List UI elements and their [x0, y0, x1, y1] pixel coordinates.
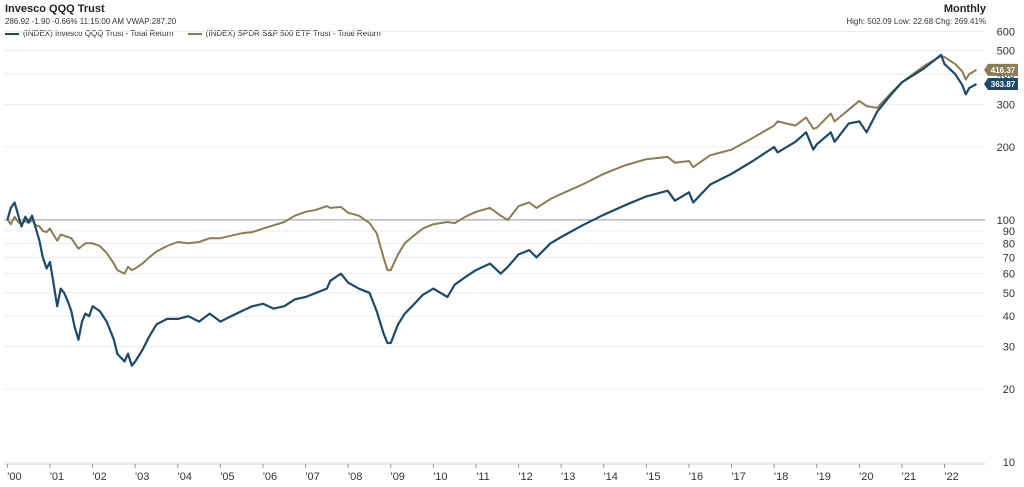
y-tick-label: 70 [1003, 252, 1015, 264]
legend-label-qqq: (INDEX) Invesco QQQ Trust - Total Return [23, 29, 174, 38]
y-tick-label: 90 [1003, 226, 1015, 238]
x-tick-label: '02 [92, 471, 106, 483]
series-line-qqq [6, 53, 978, 367]
legend-label-spy: (INDEX) SPDR S&P 500 ETF Trust - Total R… [205, 29, 381, 38]
x-tick-label: '15 [646, 471, 660, 483]
legend-item-spy[interactable]: (INDEX) SPDR S&P 500 ETF Trust - Total R… [187, 29, 381, 38]
end-label-bg [984, 63, 1018, 76]
y-tick-label: 20 [1003, 384, 1015, 396]
x-tick-label: '01 [50, 471, 64, 483]
x-tick-label: '22 [944, 471, 958, 483]
y-tick-label: 80 [1003, 238, 1015, 250]
x-tick-label: '20 [859, 471, 873, 483]
y-tick-label: 600 [997, 26, 1015, 38]
x-tick-label: '18 [774, 471, 788, 483]
legend-item-qqq[interactable]: (INDEX) Invesco QQQ Trust - Total Return [5, 29, 174, 38]
y-tick-label: 40 [1003, 311, 1015, 323]
x-tick-label: '14 [604, 471, 618, 483]
x-tick-label: '17 [731, 471, 745, 483]
x-tick-label: '06 [263, 471, 277, 483]
x-tick-label: '21 [902, 471, 916, 483]
end-label-spy: 416.37 [984, 63, 1018, 76]
x-tick-label: '00 [7, 471, 21, 483]
y-tick-label: 100 [997, 215, 1015, 227]
x-tick-label: '12 [518, 471, 532, 483]
x-tick-label: '16 [689, 471, 703, 483]
legend-swatch-spy [187, 32, 202, 35]
y-tick-label: 30 [1003, 341, 1015, 353]
legend: (INDEX) Invesco QQQ Trust - Total Return… [5, 29, 381, 38]
y-tick-label: 10 [1003, 457, 1015, 469]
x-tick-label: '19 [817, 471, 831, 483]
frequency-label[interactable]: Monthly [943, 3, 986, 15]
end-label-text: 416.37 [991, 66, 1016, 75]
x-tick-label: '04 [178, 471, 192, 483]
end-label-qqq: 363.87 [984, 78, 1018, 91]
x-tick-label: '08 [348, 471, 362, 483]
x-tick-label: '07 [305, 471, 319, 483]
y-tick-label: 500 [997, 46, 1015, 58]
y-tick-label: 300 [997, 99, 1015, 111]
series-line-spy [6, 55, 977, 275]
x-tick-label: '03 [135, 471, 149, 483]
y-tick-label: 50 [1003, 288, 1015, 300]
end-label-text: 363.87 [991, 80, 1016, 89]
x-tick-label: '13 [561, 471, 575, 483]
y-tick-label: 60 [1003, 269, 1015, 281]
quote-line: 286.92 -1.90 -0.66% 11:15:00 AM VWAP:287… [5, 17, 177, 26]
x-tick-label: '11 [476, 471, 490, 483]
range-stats: High: 502.09 Low: 22.68 Chg: 269.41% [846, 17, 986, 26]
y-tick-label: 200 [997, 142, 1015, 154]
x-tick-label: '10 [433, 471, 447, 483]
x-tick-label: '05 [220, 471, 234, 483]
x-tick-label: '09 [391, 471, 405, 483]
end-label-bg [984, 78, 1018, 91]
chart-title: Invesco QQQ Trust [5, 3, 105, 15]
legend-swatch-qqq [5, 32, 19, 35]
